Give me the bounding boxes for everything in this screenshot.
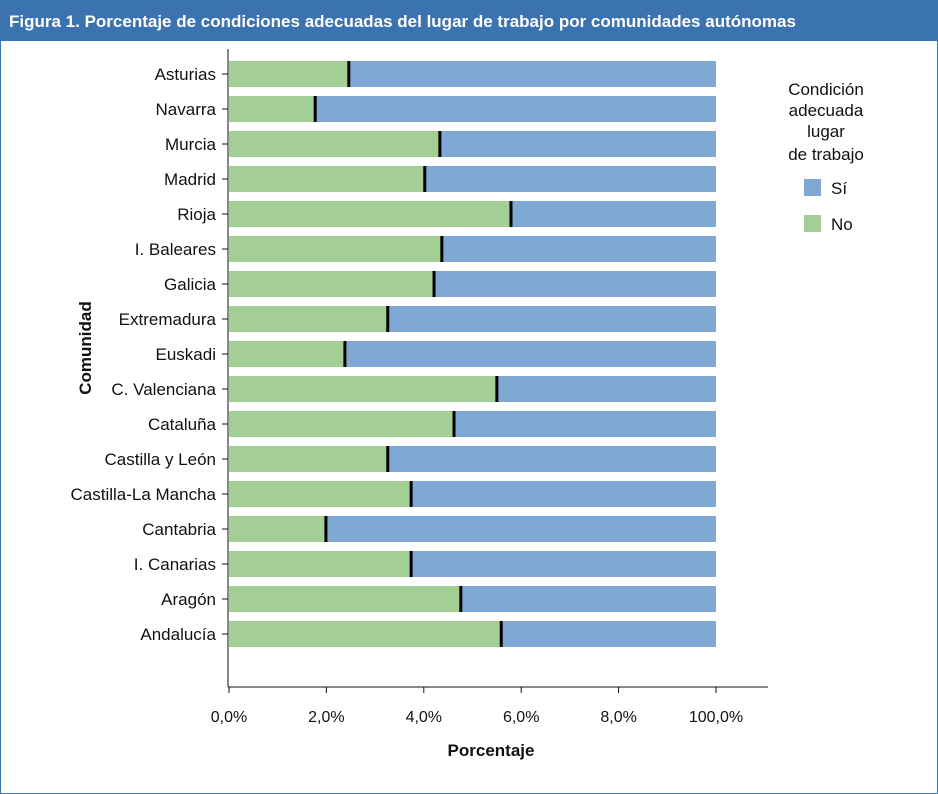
x-tick-label: 4,0% <box>406 709 442 726</box>
y-tick-label: Euskadi <box>156 345 216 364</box>
bar-si <box>460 586 716 612</box>
bar-si <box>315 96 716 122</box>
y-tick-label: Extremadura <box>119 310 217 329</box>
y-tick-label: Castilla y León <box>104 450 216 469</box>
figure-title: Figura 1. Porcentaje de condiciones adec… <box>1 1 937 41</box>
y-tick-label: Aragón <box>161 590 216 609</box>
bar-si <box>496 376 716 402</box>
bar-si <box>424 166 716 192</box>
bar-no <box>229 446 388 472</box>
bar-no <box>229 516 326 542</box>
y-tick-label: Galicia <box>164 275 217 294</box>
y-tick-label: Andalucía <box>140 625 216 644</box>
bar-no <box>229 61 349 87</box>
legend-swatch-si <box>804 179 821 196</box>
bar-no <box>229 201 511 227</box>
y-tick-label: Madrid <box>164 170 216 189</box>
bar-si <box>325 516 716 542</box>
bar-si <box>387 446 716 472</box>
y-tick-label: I. Canarias <box>134 555 216 574</box>
bar-no <box>229 621 502 647</box>
x-tick-label: 100,0% <box>689 709 743 726</box>
y-tick-label: Cataluña <box>148 415 217 434</box>
y-tick-label: C. Valenciana <box>111 380 216 399</box>
bar-no <box>229 131 440 157</box>
y-tick-label: Navarra <box>156 100 217 119</box>
x-tick-label: 6,0% <box>503 709 539 726</box>
x-tick-label: 2,0% <box>308 709 344 726</box>
bar-si <box>344 341 716 367</box>
bar-si <box>441 236 716 262</box>
bar-no <box>229 376 497 402</box>
bar-no <box>229 411 454 437</box>
bar-no <box>229 586 461 612</box>
y-tick-label: Asturias <box>155 65 216 84</box>
x-axis-label: Porcentaje <box>448 741 535 760</box>
legend-label-si: Sí <box>831 179 847 198</box>
y-tick-label: Cantabria <box>142 520 216 539</box>
x-tick-label: 0,0% <box>211 709 247 726</box>
bar-no <box>229 551 412 577</box>
y-tick-label: Rioja <box>177 205 216 224</box>
legend-title-line: lugar <box>807 122 845 141</box>
legend-title-line: de trabajo <box>788 145 864 164</box>
y-tick-label: I. Baleares <box>135 240 216 259</box>
y-axis-label: Comunidad <box>76 301 95 395</box>
bar-si <box>411 551 716 577</box>
legend: Condición adecuada lugar de trabajo Sí N… <box>788 80 864 234</box>
x-tick-label: 8,0% <box>600 709 636 726</box>
bar-si <box>453 411 716 437</box>
bar-no <box>229 481 412 507</box>
legend-swatch-no <box>804 215 821 232</box>
bar-no <box>229 306 388 332</box>
bar-no <box>229 271 435 297</box>
bar-si <box>387 306 716 332</box>
bar-no <box>229 341 345 367</box>
legend-title-line: adecuada <box>789 101 864 120</box>
bar-si <box>439 131 716 157</box>
bar-si <box>510 201 716 227</box>
bar-no <box>229 236 442 262</box>
legend-label-no: No <box>831 215 853 234</box>
bar-si <box>434 271 716 297</box>
bar-si <box>348 61 716 87</box>
bar-no <box>229 96 316 122</box>
bar-si <box>501 621 716 647</box>
y-tick-label: Murcia <box>165 135 217 154</box>
y-tick-label: Castilla-La Mancha <box>70 485 216 504</box>
bar-si <box>411 481 716 507</box>
legend-title-line: Condición <box>788 80 864 99</box>
bar-no <box>229 166 425 192</box>
